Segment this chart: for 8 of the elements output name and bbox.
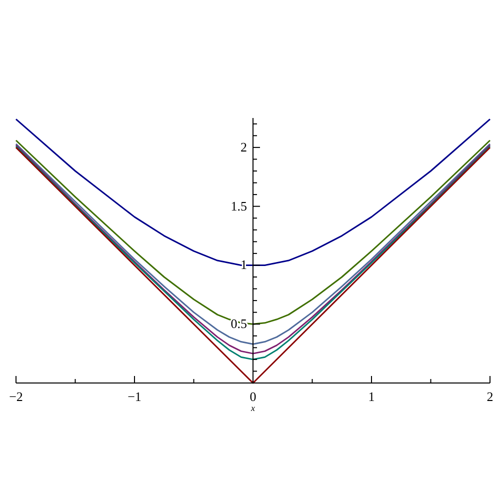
- y-tick-label: 2: [240, 139, 247, 154]
- x-tick-label: 1: [368, 389, 375, 404]
- x-tick-label: −2: [9, 389, 23, 404]
- y-tick-label: 1.5: [230, 198, 247, 214]
- x-tick-label: 0: [250, 389, 256, 404]
- x-tick-label: −1: [128, 389, 142, 404]
- x-axis-title: x: [250, 403, 255, 413]
- x-tick-label: 2: [486, 389, 494, 404]
